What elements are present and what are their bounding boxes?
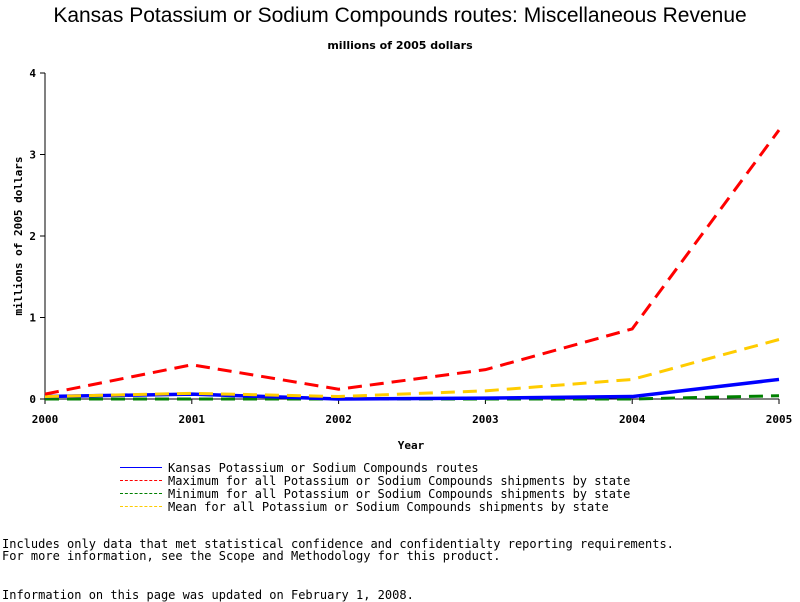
x-tick-label: 2000 [32,413,59,426]
y-tick-label: 3 [29,149,36,162]
chart-legend: Kansas Potassium or Sodium Compounds rou… [120,460,631,514]
legend-label: Kansas Potassium or Sodium Compounds rou… [168,460,479,475]
chart-axes [44,73,779,400]
chart-ticks: 0 1 2 3 4 2000 2001 2002 2003 2004 2005 [29,67,792,426]
chart-subtitle: millions of 2005 dollars [327,39,473,52]
y-tick-label: 0 [29,393,36,406]
legend-swatch [120,480,162,481]
y-tick-label: 1 [29,312,36,325]
chart-title: Kansas Potassium or Sodium Compounds rou… [53,4,747,27]
legend-item-maximum: Maximum for all Potassium or Sodium Comp… [120,473,631,488]
legend-item-kansas: Kansas Potassium or Sodium Compounds rou… [120,460,630,475]
legend-swatch [120,506,162,507]
x-tick-label: 2004 [619,413,646,426]
legend-swatch [120,467,162,468]
y-tick-label: 2 [29,230,36,243]
line-chart: 0 1 2 3 4 2000 2001 2002 2003 2004 2005 Year milli… [12,67,792,452]
note-confidence: Includes only data that met statistical … [2,537,674,551]
y-axis-label: millions of 2005 dollars [12,157,25,316]
series-line-kansas [44,377,780,401]
x-axis-label: Year [398,439,425,452]
x-tick-label: 2001 [179,413,206,426]
legend-label: Mean for all Potassium or Sodium Compoun… [168,499,609,514]
series-line-minimum [45,394,780,401]
chart-series [44,129,781,401]
y-tick-label: 4 [29,67,36,80]
legend-item-minimum: Minimum for all Potassium or Sodium Comp… [120,486,631,501]
series-line-maximum [44,129,781,396]
note-methodology: For more information, see the Scope and … [2,549,501,563]
x-tick-label: 2002 [325,413,352,426]
x-tick-label: 2005 [766,413,793,426]
x-tick-label: 2003 [472,413,499,426]
legend-label: Maximum for all Potassium or Sodium Comp… [168,473,631,488]
legend-swatch [120,493,162,494]
legend-item-mean: Mean for all Potassium or Sodium Compoun… [120,499,630,514]
legend-label: Minimum for all Potassium or Sodium Comp… [168,486,631,501]
note-updated: Information on this page was updated on … [2,588,414,602]
series-line-mean [44,338,780,399]
